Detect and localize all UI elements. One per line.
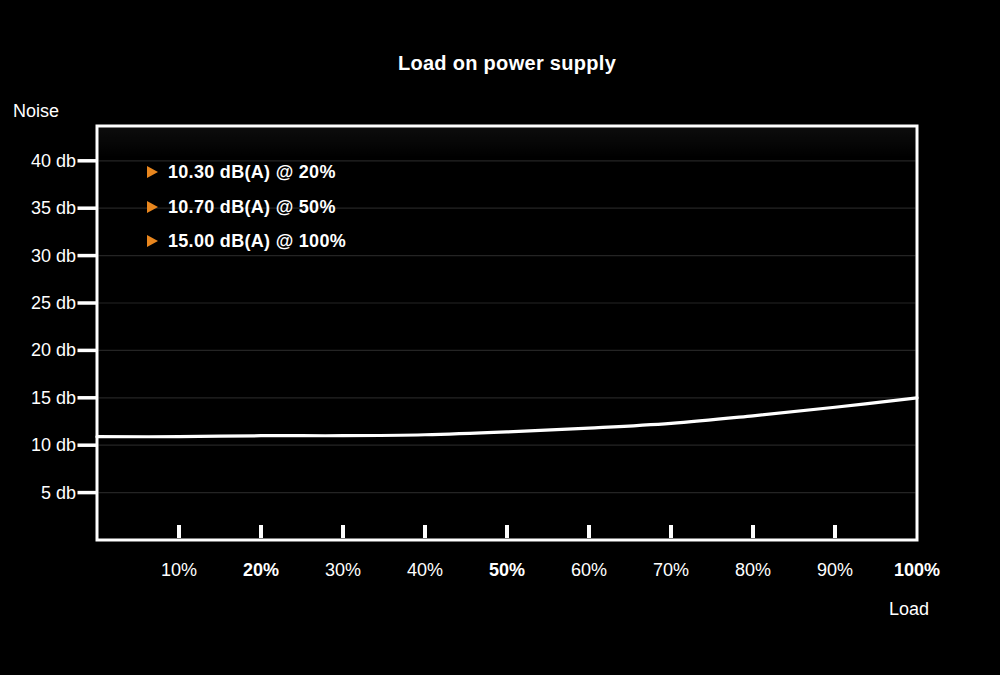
x-axis-tick-marks [179,525,835,538]
x-tick-label: 30% [298,558,388,582]
x-tick-label: 100% [872,558,962,582]
right-triangle-icon [147,235,158,247]
legend-item-label: 10.30 dB(A) @ 20% [168,162,336,183]
chart-title: Load on power supply [97,52,917,75]
y-tick-label: 10 db [0,434,76,456]
y-tick-label: 25 db [0,292,76,314]
y-tick-label: 5 db [0,482,76,504]
y-axis-tick-marks [78,161,97,493]
x-tick-label: 90% [790,558,880,582]
legend-item-label: 10.70 dB(A) @ 50% [168,197,336,218]
right-triangle-icon [147,166,158,178]
legend-item: 10.30 dB(A) @ 20% [147,161,336,183]
legend-item: 15.00 dB(A) @ 100% [147,230,346,252]
legend-item: 10.70 dB(A) @ 50% [147,196,336,218]
y-tick-label: 35 db [0,197,76,219]
plot-border [97,126,917,540]
legend-item-label: 15.00 dB(A) @ 100% [168,231,346,252]
right-triangle-icon [147,201,158,213]
y-tick-label: 20 db [0,339,76,361]
y-tick-label: 15 db [0,387,76,409]
x-tick-label: 40% [380,558,470,582]
x-tick-label: 10% [134,558,224,582]
y-tick-label: 40 db [0,150,76,172]
y-axis-caption: Noise [13,101,59,122]
plot-top-sheen [99,128,916,158]
noise-curve [97,398,917,437]
chart-page: { "title": "Load on power supply", "colo… [0,0,1000,675]
y-tick-label: 30 db [0,245,76,267]
x-tick-label: 60% [544,558,634,582]
x-tick-label: 70% [626,558,716,582]
x-tick-label: 20% [216,558,306,582]
x-tick-label: 80% [708,558,798,582]
x-axis-caption: Load [889,599,929,620]
x-tick-label: 50% [462,558,552,582]
